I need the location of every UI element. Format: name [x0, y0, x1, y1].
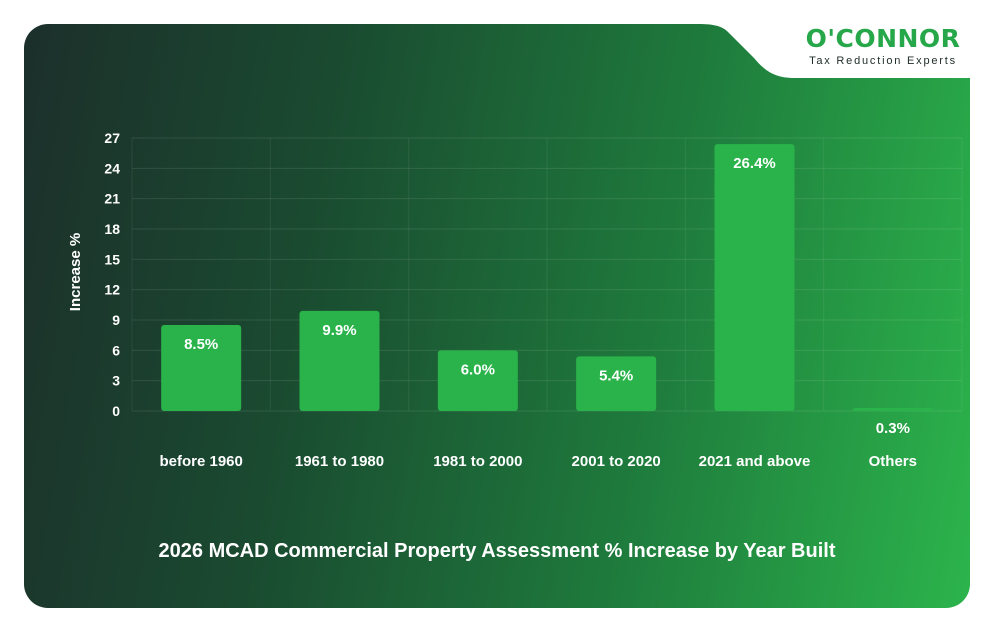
- logo-tab: [698, 24, 970, 78]
- x-tick-label: Others: [869, 453, 917, 470]
- y-tick-label: 6: [112, 342, 120, 358]
- y-tick-label: 3: [112, 373, 120, 389]
- y-tick-label: 9: [112, 312, 120, 328]
- y-tick-label: 27: [104, 130, 120, 146]
- bar: [299, 310, 380, 411]
- x-axis-ticks: before 1960 1961 to 1980 1981 to 2000 2001 …: [159, 453, 917, 470]
- y-axis-label: Increase %: [67, 233, 84, 311]
- x-tick-label: 2021 and above: [699, 453, 811, 470]
- x-tick-label: 2001 to 2020: [572, 453, 661, 470]
- bar: [852, 407, 933, 411]
- y-axis-ticks: 0 3 6 9 12 15 18 21 24 27: [104, 130, 120, 419]
- bars: 8.5% 9.9% 6.0% 5.4% 26.4% 0.3%: [161, 144, 933, 437]
- data-label: 5.4%: [599, 367, 633, 384]
- chart-card: [24, 24, 970, 608]
- bar: [437, 350, 518, 411]
- data-label: 26.4%: [733, 155, 776, 172]
- data-label: 6.0%: [461, 361, 495, 378]
- brand-name: O'CONNOR: [805, 24, 961, 53]
- bar: [576, 356, 657, 411]
- bar: [161, 325, 242, 411]
- y-tick-label: 15: [104, 251, 120, 267]
- y-tick-label: 24: [104, 160, 120, 176]
- x-tick-label: 1981 to 2000: [433, 453, 522, 470]
- y-tick-label: 18: [104, 221, 120, 237]
- y-tick-label: 21: [104, 191, 120, 207]
- y-tick-label: 0: [112, 403, 120, 419]
- data-label: 8.5%: [184, 336, 218, 353]
- y-tick-label: 12: [104, 282, 120, 298]
- x-tick-label: 1961 to 1980: [295, 453, 384, 470]
- bar: [714, 144, 795, 412]
- chart-title: 2026 MCAD Commercial Property Assessment…: [158, 540, 836, 562]
- grid-lines: [131, 137, 963, 412]
- brand-tagline: Tax Reduction Experts: [809, 55, 957, 67]
- data-label: 9.9%: [322, 322, 356, 339]
- x-tick-label: before 1960: [159, 453, 242, 470]
- data-label: 0.3%: [876, 420, 910, 437]
- brand-logo: O'CONNOR Tax Reduction Experts: [796, 26, 970, 68]
